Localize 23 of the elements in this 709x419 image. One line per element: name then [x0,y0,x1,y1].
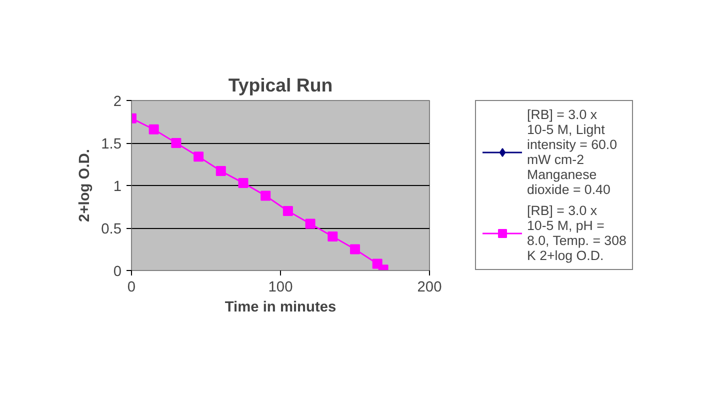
point [282,206,293,216]
legend-label: [RB] = 3.0 x 10-5 M, Light intensity = 60.0 mW cm-2 Manganese dioxide = 0.40 [527,107,618,197]
y-tick-label: 0 [113,264,122,280]
y-tick-label: 1.5 [101,136,122,152]
point [328,232,338,242]
x-axis-title: Time in minutes [224,300,336,316]
x-tick-label: 200 [417,280,442,296]
legend-label: [RB] = 3.0 x 10-5 M, pH = 8.0, Temp. = 308 K 2+log O.D. [527,203,626,263]
y-tick-label: 2 [113,94,122,110]
point [216,166,226,176]
point [171,138,182,148]
y-axis-title: 2+log O.D. [77,149,94,222]
chart-title: Typical Run [228,74,333,96]
point [305,218,316,229]
point [260,190,271,201]
x-tick-label: 100 [268,280,293,296]
y-tick-label: 0.5 [101,222,122,238]
x-tick-label: 0 [127,280,136,296]
point [148,124,159,134]
y-tick-label: 1 [113,179,122,195]
point [238,178,248,188]
point [350,244,360,254]
point [194,152,204,162]
